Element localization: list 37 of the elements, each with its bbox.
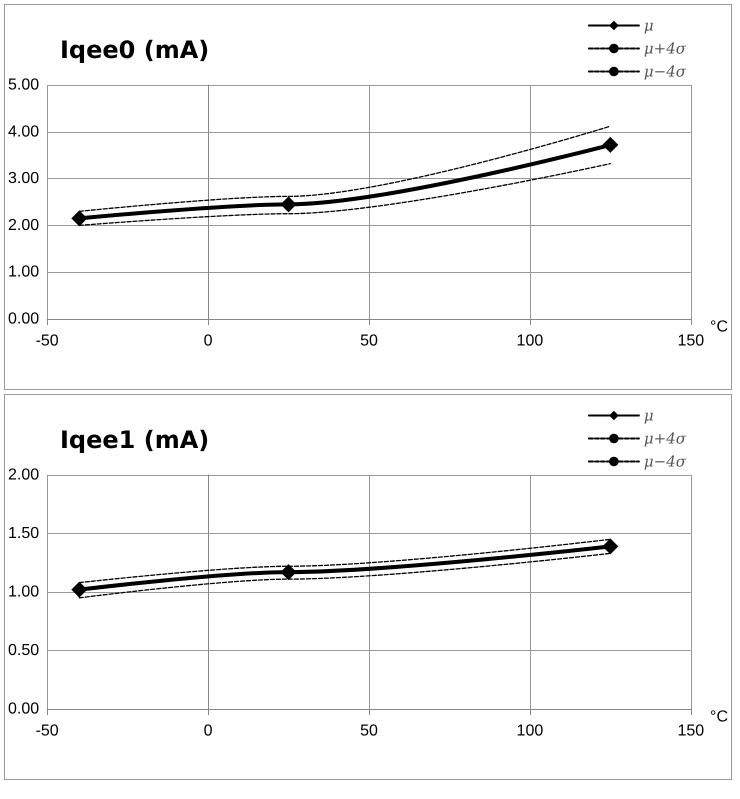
x-tick-label: -50: [36, 332, 59, 350]
x-tick-label: 150: [677, 722, 704, 740]
y-tick-label: 1.50: [8, 525, 40, 542]
legend-label: μ+4σ: [644, 40, 687, 58]
legend-label: μ−4σ: [644, 452, 687, 470]
x-tick-label: 100: [516, 332, 544, 350]
legend-label: μ−4σ: [644, 62, 687, 80]
y-tick-label: 0.00: [8, 310, 40, 328]
legend-label: μ: [644, 16, 654, 34]
y-tick-label: 1.00: [8, 264, 40, 281]
chart-title: Iqee0 (mA): [60, 36, 210, 64]
y-tick-label: 5.00: [8, 76, 40, 94]
legend-label: μ: [644, 406, 654, 424]
x-tick-label: 0: [204, 722, 213, 740]
chart-title: Iqee1 (mA): [60, 426, 210, 454]
x-tick-label: -50: [36, 722, 59, 740]
x-tick-label: 100: [516, 722, 544, 740]
point: [71, 210, 88, 226]
x-axis-title: °C: [710, 708, 728, 726]
point: [602, 538, 618, 554]
y-tick-label: 1.00: [8, 584, 40, 600]
x-tick-label: 150: [677, 332, 704, 350]
y-tick-label: 2.00: [8, 216, 40, 234]
x-tick-label: 50: [360, 332, 378, 350]
point: [71, 582, 88, 598]
y-tick-label: 0.50: [8, 642, 40, 659]
point: [280, 196, 297, 212]
legend-label: μ+4σ: [644, 430, 687, 448]
x-tick-label: 50: [360, 722, 378, 740]
point: [280, 564, 297, 580]
y-tick-label: 4.00: [8, 123, 40, 140]
y-tick-label: 2.00: [8, 466, 40, 484]
point: [602, 136, 618, 153]
x-tick-label: 0: [204, 332, 213, 350]
y-tick-label: 3.00: [8, 170, 40, 188]
x-axis-title: °C: [710, 318, 728, 336]
y-tick-label: 0.00: [8, 700, 40, 718]
